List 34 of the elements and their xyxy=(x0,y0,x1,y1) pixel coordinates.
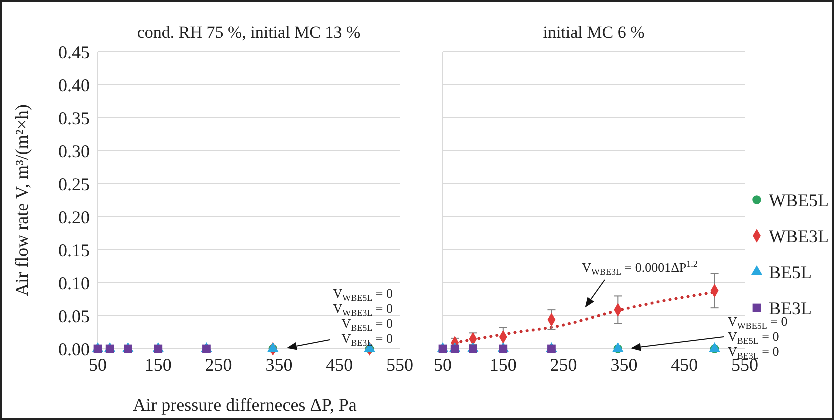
y-tick-label: 0.35 xyxy=(58,108,90,128)
annotation: V$_{BE5L}$ = 0 xyxy=(728,329,780,346)
y-tick-label: 0.30 xyxy=(58,141,90,162)
annotation: V$_{WBE3L}$ = 0.0001ΔP$^{1.2}$ xyxy=(582,259,698,277)
annotation: V$_{WBE5L}$ = 0 xyxy=(333,286,393,303)
x-tick-label: 50 xyxy=(89,355,107,375)
x-tick-label: 250 xyxy=(205,355,232,375)
x-tick-label: 450 xyxy=(671,355,698,375)
y-tick-label: 0.20 xyxy=(58,207,90,228)
x-tick-label: 450 xyxy=(326,355,354,375)
y-tick-label: 0.05 xyxy=(58,306,90,326)
x-tick-label: 550 xyxy=(386,355,414,375)
chart-title: initial MC 6 % xyxy=(543,23,645,42)
y-tick-label: 0.15 xyxy=(58,240,90,260)
y-axis-title: Air flow rate V, m³/(m²×h) xyxy=(12,104,32,296)
annotation: V$_{WBE3L}$ = 0 xyxy=(333,301,393,318)
x-tick-label: 150 xyxy=(144,355,172,375)
x-tick-label: 50 xyxy=(434,355,452,375)
legend-label: BE5L xyxy=(769,262,812,282)
legend-label: WBE3L xyxy=(769,226,829,246)
annotation: V$_{BE3L}$ = 0 xyxy=(342,331,393,348)
y-tick-label: 0.00 xyxy=(58,339,90,360)
y-tick-label: 0.40 xyxy=(58,75,90,96)
legend-label: WBE5L xyxy=(769,190,829,210)
x-tick-label: 350 xyxy=(610,355,638,375)
y-tick-label: 0.10 xyxy=(58,273,90,294)
x-tick-label: 250 xyxy=(550,355,578,375)
y-tick-label: 0.45 xyxy=(58,42,90,62)
annotation: V$_{BE5L}$ = 0 xyxy=(342,316,393,333)
x-tick-label: 150 xyxy=(490,355,517,375)
x-tick-label: 350 xyxy=(266,355,293,375)
chart-title: cond. RH 75 %, initial MC 13 % xyxy=(137,23,361,42)
x-axis-title: Air pressure differneces ΔP, Pa xyxy=(133,395,357,415)
y-tick-label: 0.25 xyxy=(58,174,90,194)
